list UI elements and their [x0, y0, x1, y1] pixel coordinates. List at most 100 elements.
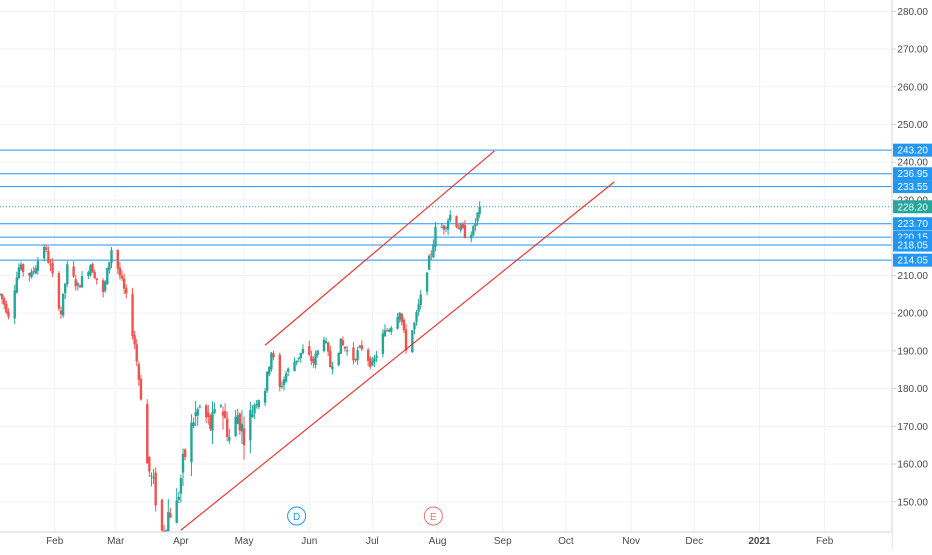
candle-body [204, 405, 208, 418]
candle-body [457, 227, 460, 229]
candle-body [312, 358, 315, 364]
candle-body [265, 371, 269, 391]
candle-body [301, 348, 305, 354]
candle-body [45, 247, 48, 250]
candle-body [57, 273, 61, 309]
candle-body [47, 250, 50, 263]
candle-body [373, 357, 376, 363]
candle-body [226, 418, 229, 438]
trend-channel[interactable] [180, 150, 615, 531]
event-marker-d[interactable] [287, 506, 307, 526]
candle-body [308, 346, 311, 355]
price-axis[interactable]: 280.00270.00260.00250.00240.00230.00210.… [891, 0, 932, 550]
candle-body [49, 264, 52, 266]
candle-body [181, 453, 185, 473]
candle-body [228, 437, 231, 441]
level-price-tag: 233.55 [897, 182, 928, 193]
candle-body [240, 423, 244, 432]
candle-body [354, 359, 357, 361]
candle-body [103, 281, 107, 291]
candle-body [148, 456, 151, 472]
time-tick-label: Nov [622, 536, 640, 547]
candle-body [417, 304, 420, 312]
candle-body [278, 354, 282, 387]
candle-body [74, 279, 77, 287]
candle-body [375, 355, 378, 358]
candle-body [110, 250, 113, 263]
candle-body [400, 313, 404, 322]
candle-body [341, 340, 345, 346]
price-tick-label: 180.00 [897, 384, 928, 395]
candle-body [280, 385, 284, 388]
candle-body [478, 206, 481, 215]
candle-body [162, 530, 166, 532]
candle-body [42, 246, 46, 259]
candle-body [28, 272, 31, 276]
candle-body [101, 280, 105, 292]
event-marker-letter: E [430, 512, 437, 523]
candle-body [371, 361, 374, 366]
candle-body [0, 293, 2, 295]
candle-body [449, 214, 452, 221]
candle-body [5, 303, 8, 313]
candles [0, 201, 481, 545]
candle-body [470, 234, 473, 239]
candle-body [440, 226, 443, 228]
candle-body [345, 350, 349, 352]
candle-body [358, 346, 361, 348]
candle-body [369, 358, 372, 368]
candle-body [263, 390, 267, 403]
candle-body [198, 406, 202, 408]
candle-body [425, 272, 429, 292]
candle-body [270, 352, 273, 370]
level-price-tag: 243.20 [897, 146, 928, 157]
candle-body [415, 312, 418, 322]
horizontal-levels[interactable] [0, 149, 892, 261]
candle-body [413, 322, 416, 330]
candle-body [116, 250, 120, 269]
candle-body [76, 283, 80, 286]
candle-body [427, 255, 431, 270]
candle-body [120, 275, 124, 279]
candle-body [150, 475, 153, 477]
candle-body [118, 267, 122, 276]
candle-body [381, 333, 385, 354]
candle-body [236, 415, 239, 425]
price-tick-label: 270.00 [897, 45, 928, 56]
candle-body [360, 345, 364, 350]
candle-body [343, 346, 347, 349]
price-tick-label: 280.00 [897, 7, 928, 18]
channel-trendline[interactable] [180, 181, 615, 531]
event-marker-e[interactable] [423, 506, 443, 526]
candle-body [463, 224, 467, 238]
candle-body [36, 261, 40, 271]
time-tick-label: Oct [558, 536, 574, 547]
candle-body [78, 285, 82, 288]
channel-trendline[interactable] [264, 150, 495, 346]
candle-body [476, 212, 479, 222]
time-tick-label: May [235, 536, 254, 547]
level-price-tag-bg [893, 143, 932, 157]
time-axis[interactable]: Feb Mar Apr May Jun Jul Aug Sep Oct Nov Dec 2021 Feb [0, 531, 892, 550]
price-tick-label: 200.00 [897, 309, 928, 320]
candle-body [146, 403, 149, 464]
candle-body [411, 330, 414, 353]
candle-body [234, 417, 237, 436]
candle-body [356, 350, 359, 361]
candle-body [87, 272, 90, 277]
candle-body [282, 379, 286, 386]
candle-body [192, 422, 195, 426]
level-price-tag: 223.70 [897, 219, 928, 230]
candle-body [183, 449, 187, 458]
candle-body [160, 499, 164, 531]
candle-body [51, 262, 54, 274]
candle-body [339, 338, 343, 354]
last-price-tag-bg [893, 200, 932, 214]
price-tick-label: 190.00 [897, 346, 928, 357]
level-price-tag: 214.05 [897, 256, 928, 267]
price-tick-label: 170.00 [897, 422, 928, 433]
